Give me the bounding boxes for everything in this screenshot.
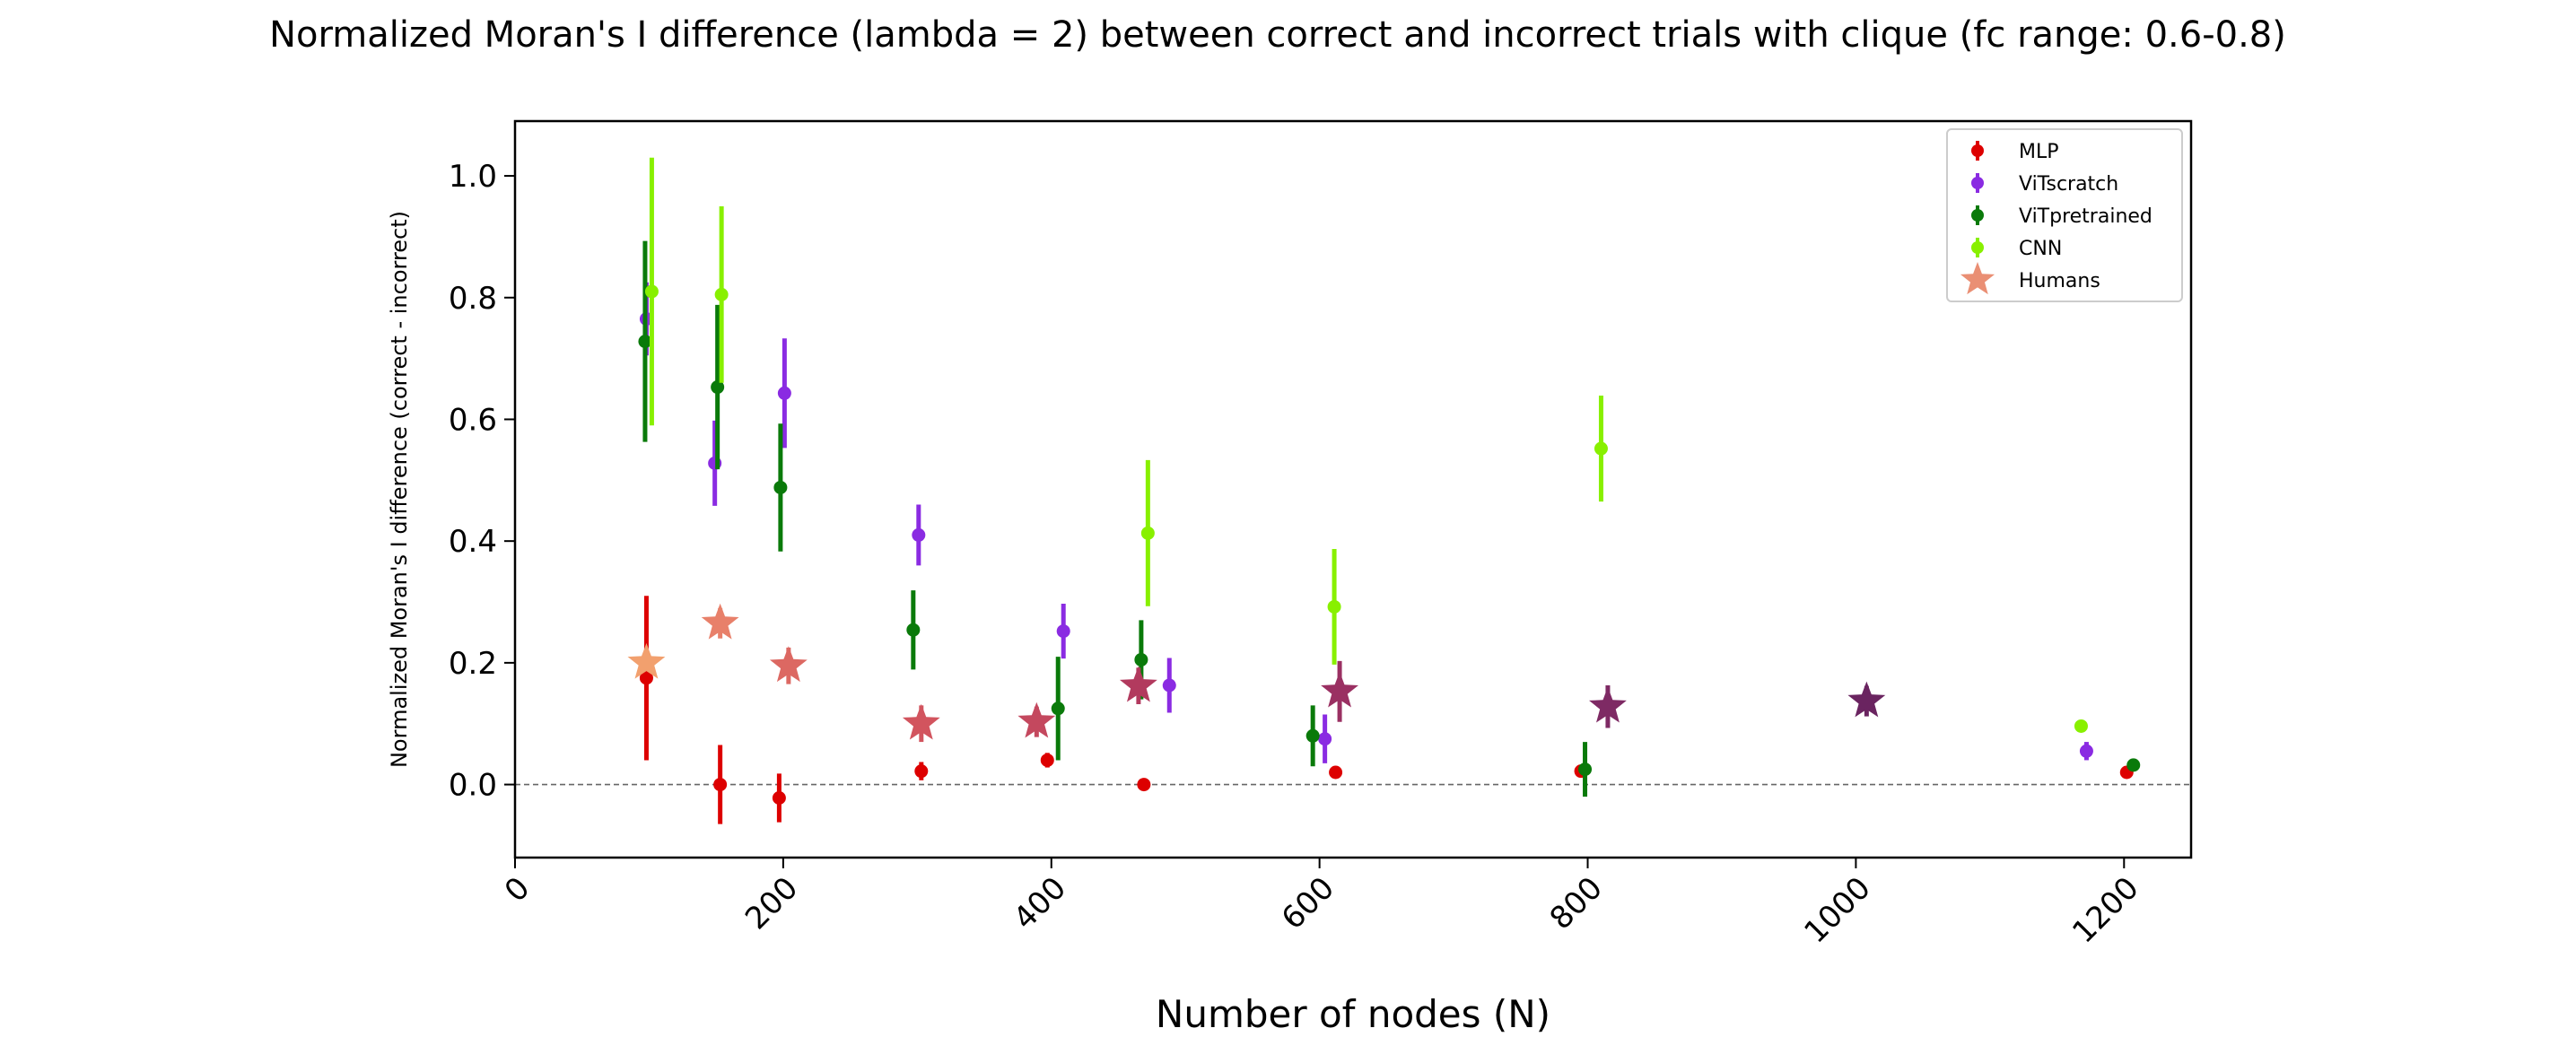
humans-star-4	[1017, 701, 1056, 738]
vitscratch-point-7	[2079, 744, 2093, 758]
y-tick-label-3: 0.6	[449, 402, 497, 438]
legend-label-vitpretrained: ViTpretrained	[2019, 205, 2152, 228]
mlp-point-0	[639, 671, 653, 685]
vitpretrained-point-2	[773, 480, 788, 494]
legend-box	[1946, 128, 2183, 302]
cnn-point-4	[1594, 441, 1608, 456]
x-tick-label-0: 0	[498, 870, 537, 910]
mlp-point-6	[1329, 765, 1343, 780]
vitscratch-point-5	[1162, 678, 1176, 693]
legend-label-humans: Humans	[2019, 270, 2100, 292]
humans-star-2	[769, 646, 808, 683]
humans-star-8	[1847, 681, 1886, 718]
humans-star-0	[627, 642, 666, 679]
vitpretrained-point-1	[711, 380, 725, 395]
mlp-point-5	[1137, 778, 1151, 792]
cnn-point-2	[1140, 526, 1155, 540]
vitscratch-point-3	[912, 527, 926, 542]
mlp-point-3	[914, 764, 929, 779]
humans-star-3	[902, 703, 940, 740]
legend-marker-humans	[1960, 262, 1995, 295]
vitpretrained-point-8	[2126, 758, 2141, 772]
cnn-point-3	[1327, 599, 1341, 614]
humans-star-1	[701, 603, 739, 640]
mlp-point-2	[772, 791, 786, 806]
legend-label-mlp: MLP	[2019, 141, 2059, 163]
x-tick-label-3: 600	[1275, 870, 1341, 937]
chart-title: Normalized Moran's I difference (lambda …	[269, 14, 2286, 56]
series-vitpretrained	[638, 240, 2141, 797]
x-tick-label-5: 1000	[1797, 870, 1877, 950]
x-tick-label-1: 200	[738, 870, 805, 937]
series-humans	[627, 603, 1886, 743]
mlp-point-4	[1040, 753, 1054, 767]
vitpretrained-point-0	[638, 335, 652, 349]
y-tick-label-4: 0.8	[449, 281, 497, 317]
humans-star-7	[1589, 686, 1627, 723]
humans-star-6	[1321, 671, 1358, 708]
vitpretrained-point-3	[906, 623, 921, 637]
legend: MLP ViTscratch ViTpretrained CNN Humans	[1946, 128, 2183, 302]
vitpretrained-point-4	[1051, 701, 1065, 716]
series-vitscratch	[639, 282, 2093, 763]
series-cnn	[644, 157, 2088, 733]
cnn-point-5	[2074, 719, 2088, 733]
vitscratch-point-4	[1056, 624, 1070, 639]
y-tick-label-5: 1.0	[449, 159, 497, 195]
legend-marker-vitpretrained	[1971, 209, 1984, 222]
axes: 0 200 400 600 800 1000 1200 0.0 0.2 0.4 0.6 0.8 1.0	[449, 159, 2146, 950]
vitscratch-point-2	[777, 386, 791, 400]
series-mlp	[639, 596, 2134, 824]
legend-marker-mlp	[1971, 144, 1984, 157]
cnn-point-1	[714, 287, 729, 301]
legend-label-cnn: CNN	[2019, 238, 2062, 260]
cnn-point-0	[644, 284, 659, 299]
humans-star-5	[1119, 666, 1157, 702]
x-tick-label-4: 800	[1543, 870, 1610, 937]
y-tick-label-0: 0.0	[449, 768, 497, 804]
y-tick-label-1: 0.2	[449, 646, 497, 682]
plot-frame	[513, 119, 2193, 859]
y-axis-label: Normalized Moran's I difference (correct…	[387, 211, 412, 768]
vitscratch-point-6	[1318, 732, 1332, 746]
plot-area	[515, 157, 2191, 824]
legend-label-vitscratch: ViTscratch	[2019, 173, 2118, 196]
x-tick-label-6: 1200	[2065, 870, 2145, 950]
x-axis-label: Number of nodes (N)	[1156, 992, 1550, 1036]
vitpretrained-point-5	[1134, 652, 1148, 667]
vitpretrained-point-6	[1305, 728, 1320, 743]
legend-marker-vitscratch	[1971, 177, 1984, 189]
x-tick-label-2: 400	[1007, 870, 1073, 937]
mlp-point-1	[713, 778, 728, 792]
vitpretrained-point-7	[1578, 762, 1593, 777]
legend-marker-cnn	[1971, 241, 1984, 254]
y-tick-label-2: 0.4	[449, 524, 497, 560]
